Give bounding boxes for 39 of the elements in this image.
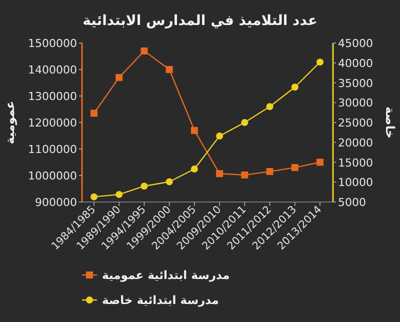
y-tick-label: 1300000 [28,90,77,103]
point [216,170,224,178]
y2-tick-label: 40000 [338,56,373,70]
y-tick-label: 1100000 [28,143,77,156]
point [116,190,123,198]
y2-tick-label: 35000 [338,76,373,90]
point [241,119,248,126]
point [140,47,148,54]
point [291,84,298,91]
point [316,158,324,166]
y2-tick-label: 10000 [338,176,373,190]
point [166,178,173,186]
y2-tick-label: 20000 [338,136,373,150]
point [90,110,98,117]
point [316,58,324,66]
chart-title: عدد التلاميذ في المدارس الابتدائية [82,13,318,29]
point [116,74,123,81]
point [140,182,148,190]
point [190,166,198,173]
point [90,193,98,200]
y-tick-label: 900000 [35,196,77,209]
y-tick-label: 1000000 [28,170,77,182]
point [291,164,298,172]
y-tick-label: 1500000 [28,37,77,50]
y2-tick-label: 25000 [338,116,373,130]
y-axis-title: عمومية [3,100,17,144]
y2-tick-label: 15000 [338,156,373,170]
y2-tick-label: 5000 [338,196,366,209]
point [241,171,248,178]
point [190,126,198,134]
y2-tick-label: 45000 [338,37,373,50]
point [166,66,173,73]
point [266,168,274,176]
y2-axis-title: خاصة [383,106,397,139]
y-tick-label: 1200000 [28,116,77,130]
point [266,103,274,110]
point [216,132,224,140]
y2-tick-label: 30000 [338,96,373,110]
y-tick-label: 1400000 [28,64,77,76]
